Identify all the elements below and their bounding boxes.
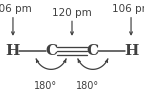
Text: 106 pm: 106 pm xyxy=(0,4,32,14)
Text: C: C xyxy=(87,44,99,58)
Text: C: C xyxy=(45,44,57,58)
Text: 120 pm: 120 pm xyxy=(52,8,92,18)
Text: 106 pm: 106 pm xyxy=(112,4,144,14)
Text: 180°: 180° xyxy=(76,81,99,91)
Text: H: H xyxy=(6,44,20,58)
Text: H: H xyxy=(124,44,138,58)
Text: 180°: 180° xyxy=(34,81,57,91)
